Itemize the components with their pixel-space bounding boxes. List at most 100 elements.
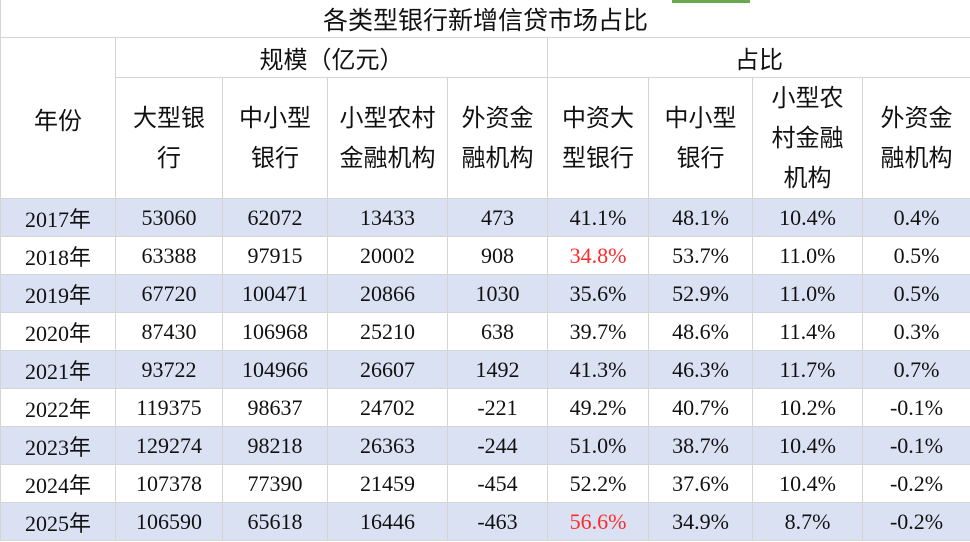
value-cell: 98218: [222, 426, 328, 465]
value-cell: 77390: [222, 464, 328, 503]
value-cell: 8.7%: [752, 502, 863, 541]
value-cell: 0.5%: [861, 236, 970, 275]
value-cell: 26607: [327, 350, 448, 389]
column-header: 中资大型银行: [547, 77, 649, 199]
value-cell: 62072: [222, 198, 328, 237]
value-cell: 10.2%: [752, 388, 863, 427]
value-cell: 41.1%: [547, 198, 649, 237]
value-cell: 93722: [115, 350, 223, 389]
value-cell: 48.1%: [648, 198, 753, 237]
value-cell: 908: [447, 236, 548, 275]
value-cell: 10.4%: [752, 464, 863, 503]
value-cell: 40.7%: [648, 388, 753, 427]
table-row: 2021年 93722 104966 26607 1492 41.3% 46.3% 11.7%…: [0, 350, 970, 389]
value-cell: 10.4%: [752, 198, 863, 237]
year-cell: 2018年: [0, 236, 116, 275]
value-cell: 21459: [327, 464, 448, 503]
value-cell: 24702: [327, 388, 448, 427]
column-header: 外资金融机构: [861, 77, 970, 199]
value-cell: 52.9%: [648, 274, 753, 313]
value-cell: -221: [447, 388, 548, 427]
value-cell: 63388: [115, 236, 223, 275]
table-row: 2018年 63388 97915 20002 908 34.8% 53.7% 11.0% 0.…: [0, 236, 970, 275]
value-cell: 20002: [327, 236, 448, 275]
value-cell: 35.6%: [547, 274, 649, 313]
value-cell: 119375: [115, 388, 223, 427]
value-cell: 11.0%: [752, 274, 863, 313]
value-cell: 106968: [222, 312, 328, 351]
table-row: 2017年 53060 62072 13433 473 41.1% 48.1% 10.4% 0.…: [0, 198, 970, 237]
column-header: 中小型银行: [648, 77, 753, 199]
value-cell: 48.6%: [648, 312, 753, 351]
value-cell: 107378: [115, 464, 223, 503]
table-row: 2023年 129274 98218 26363 -244 51.0% 38.7% 10.4%…: [0, 426, 970, 465]
top-accent: [672, 0, 750, 3]
value-cell: 98637: [222, 388, 328, 427]
value-cell: 473: [447, 198, 548, 237]
value-cell: 638: [447, 312, 548, 351]
year-cell: 2020年: [0, 312, 116, 351]
column-header: 外资金融机构: [447, 77, 548, 199]
value-cell: 97915: [222, 236, 328, 275]
value-cell: 56.6%: [547, 502, 649, 541]
value-cell: 53.7%: [648, 236, 753, 275]
year-cell: 2022年: [0, 388, 116, 427]
value-cell: 100471: [222, 274, 328, 313]
value-cell: 34.8%: [547, 236, 649, 275]
value-cell: 41.3%: [547, 350, 649, 389]
value-cell: 1030: [447, 274, 548, 313]
year-header: 年份: [0, 37, 116, 199]
value-cell: 0.7%: [861, 350, 970, 389]
value-cell: 38.7%: [648, 426, 753, 465]
value-cell: -0.1%: [861, 426, 970, 465]
value-cell: -0.1%: [861, 388, 970, 427]
value-cell: -454: [447, 464, 548, 503]
value-cell: 11.4%: [752, 312, 863, 351]
year-cell: 2021年: [0, 350, 116, 389]
table-row: 2022年 119375 98637 24702 -221 49.2% 40.7% 10.2%…: [0, 388, 970, 427]
value-cell: 65618: [222, 502, 328, 541]
value-cell: 104966: [222, 350, 328, 389]
value-cell: 37.6%: [648, 464, 753, 503]
group-header: 占比: [546, 37, 970, 78]
value-cell: 20866: [327, 274, 448, 313]
group-header: 规模（亿元）: [115, 37, 548, 78]
value-cell: 46.3%: [648, 350, 753, 389]
value-cell: 1492: [447, 350, 548, 389]
value-cell: 0.3%: [861, 312, 970, 351]
table-row: 2025年 106590 65618 16446 -463 56.6% 34.9% 8.7% -…: [0, 502, 970, 541]
value-cell: 11.0%: [752, 236, 863, 275]
value-cell: -0.2%: [861, 464, 970, 503]
value-cell: 39.7%: [547, 312, 649, 351]
column-header: 中小型银行: [222, 77, 328, 199]
value-cell: 0.5%: [861, 274, 970, 313]
table-row: 2024年 107378 77390 21459 -454 52.2% 37.6% 10.4%…: [0, 464, 970, 503]
year-cell: 2025年: [0, 502, 116, 541]
year-cell: 2023年: [0, 426, 116, 465]
value-cell: 129274: [115, 426, 223, 465]
value-cell: 52.2%: [547, 464, 649, 503]
value-cell: 26363: [327, 426, 448, 465]
table-row: 2019年 67720 100471 20866 1030 35.6% 52.9% 11.0%…: [0, 274, 970, 313]
table-row: 2020年 87430 106968 25210 638 39.7% 48.6% 11.4% 0…: [0, 312, 970, 351]
column-header: 小型农村金融机构: [752, 77, 863, 199]
value-cell: 49.2%: [547, 388, 649, 427]
value-cell: 34.9%: [648, 502, 753, 541]
year-cell: 2019年: [0, 274, 116, 313]
value-cell: 10.4%: [752, 426, 863, 465]
value-cell: 25210: [327, 312, 448, 351]
value-cell: 53060: [115, 198, 223, 237]
value-cell: 16446: [327, 502, 448, 541]
column-header: 小型农村金融机构: [327, 77, 448, 199]
year-cell: 2017年: [0, 198, 116, 237]
value-cell: -463: [447, 502, 548, 541]
value-cell: 13433: [327, 198, 448, 237]
value-cell: 0.4%: [861, 198, 970, 237]
value-cell: -0.2%: [861, 502, 970, 541]
year-cell: 2024年: [0, 464, 116, 503]
value-cell: 87430: [115, 312, 223, 351]
column-header: 大型银行: [115, 77, 223, 199]
